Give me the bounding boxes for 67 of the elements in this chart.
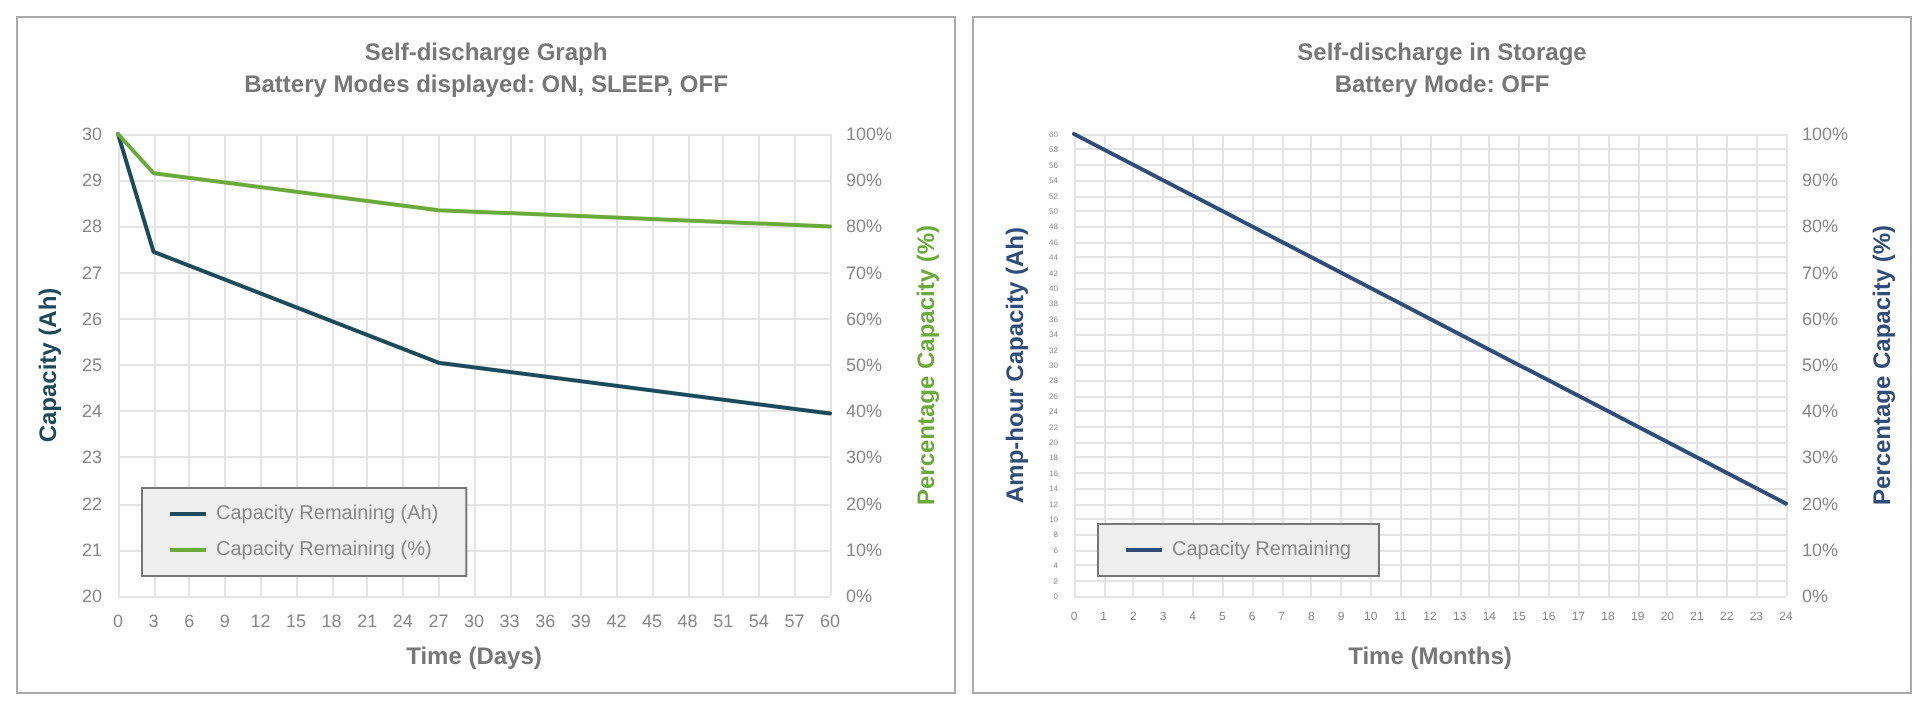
y2-tick-label: 10% xyxy=(846,539,883,560)
y2-axis-title: Percentage Capacity (%) xyxy=(911,224,940,506)
y2-tick-label: 100% xyxy=(846,124,893,144)
x-tick-label: 51 xyxy=(713,611,734,631)
y2-tick-label: 80% xyxy=(846,216,883,237)
y-axis-title: Capacity (Ah) xyxy=(34,287,63,443)
y2-tick-label: 40% xyxy=(846,401,883,422)
y2-tick-label: 50% xyxy=(846,355,883,375)
x-tick-label: 48 xyxy=(677,611,698,631)
y-tick-label: 20 xyxy=(81,586,102,606)
x-tick-label: 39 xyxy=(570,611,591,631)
y-tick-label: 21 xyxy=(81,539,102,560)
y2-tick-label: 80% xyxy=(1802,216,1839,237)
x-tick-label: 21 xyxy=(357,611,378,631)
x-tick-label: 42 xyxy=(606,611,627,631)
y2-tick-label: 0% xyxy=(1802,586,1829,606)
y2-tick-label: 20% xyxy=(1802,493,1839,514)
y-tick-label: 23 xyxy=(81,447,102,468)
legend-label: Capacity Remaining xyxy=(1172,539,1351,561)
y-tick-label: 30 xyxy=(81,124,102,144)
y2-tick-label: 70% xyxy=(846,262,883,283)
x-tick-label: 30 xyxy=(463,611,485,631)
x-tick-label: 9 xyxy=(219,611,230,631)
y2-tick-label: 20% xyxy=(846,493,883,514)
legend-label: Capacity Remaining (Ah) xyxy=(216,503,439,525)
y2-tick-label: 0% xyxy=(846,586,873,606)
y-tick-label: 25 xyxy=(81,355,102,375)
x-tick-label: 18 xyxy=(321,611,342,631)
chart-title: Self-discharge Graph xyxy=(364,38,608,66)
y-tick-label: 29 xyxy=(81,170,102,191)
y2-tick-label: 90% xyxy=(1802,170,1839,191)
y2-tick-label: 90% xyxy=(846,170,883,191)
x-axis-title: Time (Days) xyxy=(406,642,542,670)
chart-subtitle: Battery Modes displayed: ON, SLEEP, OFF xyxy=(244,70,728,98)
x-tick-label: 15 xyxy=(285,611,307,631)
x-tick-label: 3 xyxy=(148,611,159,631)
y2-tick-label: 50% xyxy=(1802,355,1839,375)
y-tick-label: 27 xyxy=(81,262,102,283)
y2-tick-label: 60% xyxy=(846,308,883,329)
x-tick-label: 36 xyxy=(535,611,556,631)
x-tick-label: 54 xyxy=(748,611,769,631)
y2-tick-label: 100% xyxy=(1802,124,1849,144)
x-tick-label: 57 xyxy=(784,611,805,631)
x-axis-title: Time (Months) xyxy=(1348,642,1512,670)
y-tick-label: 26 xyxy=(81,308,102,329)
legend-label: Capacity Remaining (%) xyxy=(216,539,432,561)
y-tick-label: 24 xyxy=(81,401,102,422)
x-tick-label: 27 xyxy=(428,611,449,631)
y-axis-title: Amp-hour Capacity (Ah) xyxy=(1001,226,1030,503)
x-tick-label: 60 xyxy=(819,611,841,631)
y2-tick-label: 30% xyxy=(1802,447,1839,468)
x-tick-label: 24 xyxy=(392,611,413,631)
x-tick-label: 33 xyxy=(499,611,520,631)
y2-tick-label: 10% xyxy=(1802,539,1839,560)
x-tick-label: 0 xyxy=(112,611,124,631)
chart-title: Self-discharge in Storage xyxy=(1297,38,1588,66)
x-tick-label: 12 xyxy=(250,611,271,631)
y2-tick-label: 70% xyxy=(1802,262,1839,283)
y2-tick-label: 60% xyxy=(1802,308,1839,329)
y-tick-label: 28 xyxy=(81,216,102,237)
y-tick-label: 22 xyxy=(81,493,102,514)
y2-tick-label: 30% xyxy=(846,447,883,468)
x-tick-label: 6 xyxy=(184,611,195,631)
y2-tick-label: 40% xyxy=(1802,401,1839,422)
x-tick-label: 45 xyxy=(641,611,663,631)
y2-axis-title: Percentage Capacity (%) xyxy=(1867,224,1896,506)
chart-subtitle: Battery Mode: OFF xyxy=(1334,70,1550,98)
